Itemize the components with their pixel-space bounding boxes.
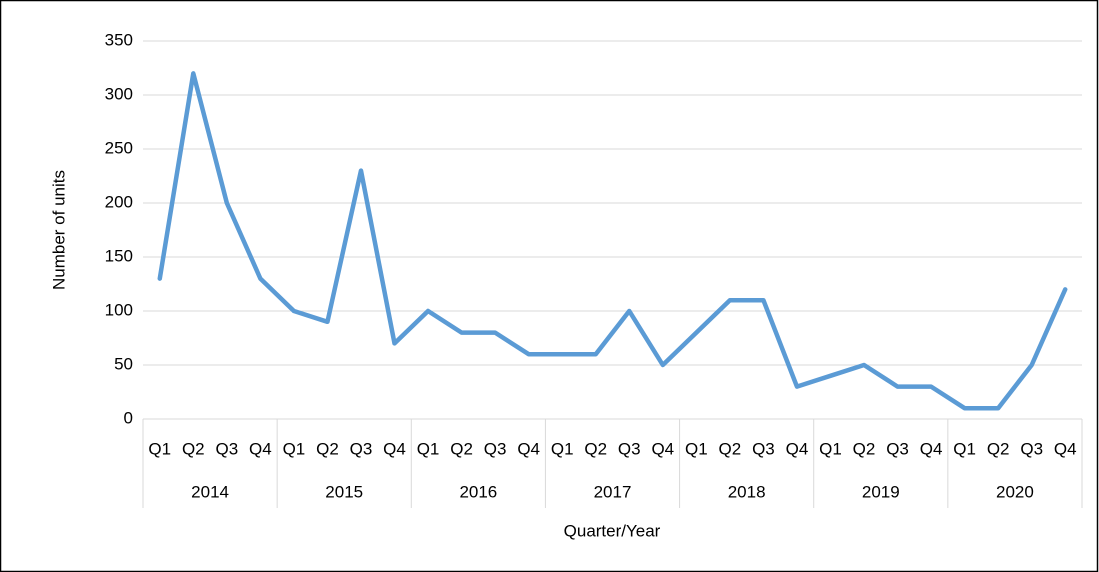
- x-group-label: 2018: [728, 482, 766, 501]
- x-group-label: 2020: [996, 482, 1034, 501]
- data-line: [157, 71, 1068, 411]
- x-group-label: 2015: [325, 482, 363, 501]
- x-tick-label: Q4: [651, 439, 674, 458]
- x-tick-label: Q1: [283, 439, 306, 458]
- y-tick-label: 150: [105, 246, 133, 265]
- x-tick-label: Q1: [685, 439, 708, 458]
- x-tick-label: Q2: [853, 439, 876, 458]
- x-group-label: 2017: [594, 482, 632, 501]
- y-tick-label: 350: [105, 30, 133, 49]
- x-tick-label: Q3: [752, 439, 775, 458]
- x-tick-label: Q3: [484, 439, 507, 458]
- x-tick-label: Q2: [316, 439, 339, 458]
- x-axis-title: Quarter/Year: [564, 521, 661, 540]
- y-axis-title: Number of units: [49, 170, 68, 290]
- x-group-label: 2019: [862, 482, 900, 501]
- x-tick-label: Q2: [450, 439, 473, 458]
- x-tick-label: Q1: [417, 439, 440, 458]
- x-tick-label: Q4: [786, 439, 809, 458]
- y-tick-label: 200: [105, 192, 133, 211]
- x-tick-label: Q4: [517, 439, 540, 458]
- y-tick-label: 50: [114, 354, 133, 373]
- x-tick-label: Q3: [618, 439, 641, 458]
- x-group-label: 2014: [191, 482, 229, 501]
- x-tick-label: Q3: [886, 439, 909, 458]
- x-tick-label: Q1: [953, 439, 976, 458]
- x-tick-label: Q4: [1054, 439, 1077, 458]
- y-tick-label: 0: [124, 408, 133, 427]
- x-tick-label: Q4: [383, 439, 406, 458]
- x-tick-label: Q2: [584, 439, 607, 458]
- x-group-label: 2016: [459, 482, 497, 501]
- y-tick-label: 100: [105, 300, 133, 319]
- x-tick-label: Q3: [1020, 439, 1043, 458]
- x-tick-label: Q3: [350, 439, 373, 458]
- x-tick-label: Q1: [148, 439, 171, 458]
- y-tick-label: 300: [105, 84, 133, 103]
- x-tick-label: Q4: [920, 439, 943, 458]
- x-tick-label: Q4: [249, 439, 272, 458]
- y-tick-label: 250: [105, 138, 133, 157]
- x-tick-label: Q2: [987, 439, 1010, 458]
- x-tick-label: Q2: [182, 439, 205, 458]
- x-tick-label: Q1: [819, 439, 842, 458]
- x-tick-label: Q1: [551, 439, 574, 458]
- x-tick-label: Q3: [215, 439, 238, 458]
- x-tick-label: Q2: [719, 439, 742, 458]
